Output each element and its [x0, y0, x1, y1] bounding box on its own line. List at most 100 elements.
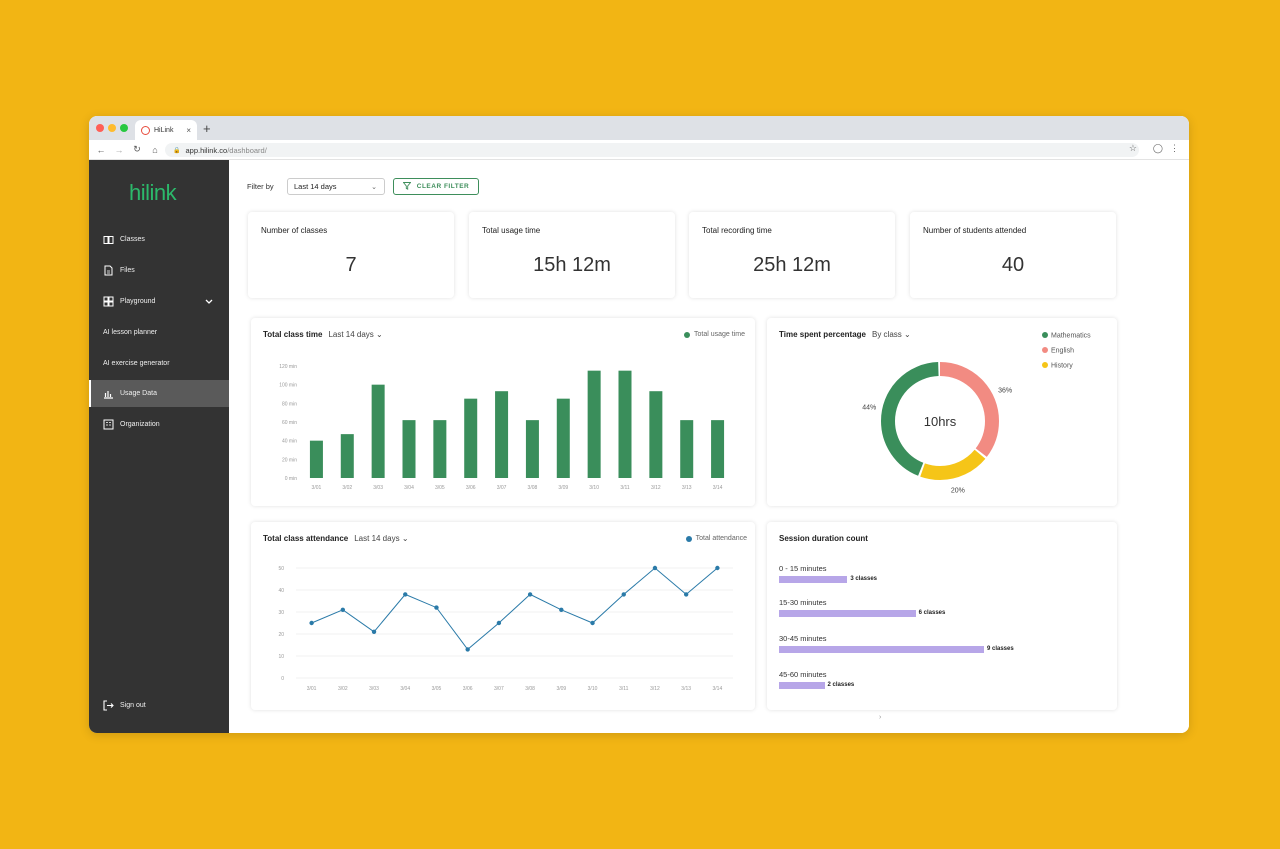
- tab-close-icon[interactable]: ×: [186, 125, 191, 135]
- kpi-card-classes: Number of classes 7: [248, 212, 454, 298]
- range-label: Last 14 days: [354, 534, 400, 543]
- chart-title: Time spent percentage: [779, 330, 866, 339]
- bar: [587, 370, 601, 478]
- time-spent-by-dropdown[interactable]: By class ⌄: [872, 330, 911, 339]
- kpi-title: Total recording time: [702, 226, 772, 235]
- sidebar-item-label: Usage Data: [120, 390, 157, 397]
- more-menu-icon[interactable]: ⋮: [1170, 143, 1179, 153]
- filter-label: Filter by: [247, 182, 274, 191]
- sidebar: hilink Classes Files Playground AI lesso…: [89, 160, 229, 733]
- sidebar-item-files[interactable]: Files: [89, 257, 229, 284]
- sidebar-item-label: AI lesson planner: [103, 329, 158, 336]
- y-tick-label: 20 min: [282, 457, 297, 463]
- profile-icon[interactable]: ◯: [1152, 143, 1163, 153]
- legend-label: Total attendance: [695, 535, 747, 542]
- bar: [433, 420, 447, 478]
- x-tick-label: 3/08: [528, 485, 538, 491]
- grid-icon: [103, 296, 114, 307]
- donut-slice: [881, 362, 999, 480]
- bar: [371, 384, 385, 478]
- sidebar-item-label: AI exercise generator: [103, 360, 170, 367]
- url-field[interactable]: 🔒 app.hilink.co/dashboard/: [165, 143, 1139, 157]
- bar: [649, 391, 663, 478]
- legend-label: History: [1051, 363, 1073, 370]
- new-tab-button[interactable]: +: [203, 121, 211, 136]
- bar: [525, 420, 539, 478]
- tab-title: HiLink: [154, 126, 174, 134]
- browser-tabbar: HiLink × +: [89, 116, 1189, 140]
- scroll-right-icon[interactable]: ›: [879, 714, 882, 721]
- attendance-range-dropdown[interactable]: Last 14 days ⌄: [354, 534, 409, 543]
- sidebar-item-ai-lesson-planner[interactable]: AI lesson planner: [89, 319, 229, 346]
- session-duration-card: Session duration count 0 - 15 minutes 3 c…: [767, 522, 1117, 710]
- sidebar-item-label: Organization: [120, 421, 160, 428]
- chevron-down-icon[interactable]: [205, 297, 213, 307]
- clear-filter-button[interactable]: CLEAR FILTER: [393, 178, 479, 195]
- x-tick-label: 3/11: [620, 485, 630, 491]
- main-content: Filter by Last 14 days ⌄ CLEAR FILTER Nu…: [229, 160, 1189, 733]
- x-tick-label: 3/05: [435, 485, 445, 491]
- x-tick-label: 3/08: [525, 686, 535, 692]
- class-time-range-dropdown[interactable]: Last 14 days ⌄: [328, 330, 383, 339]
- data-point: [652, 565, 658, 571]
- close-window-button[interactable]: [96, 124, 104, 132]
- minimize-window-button[interactable]: [108, 124, 116, 132]
- x-tick-label: 3/03: [373, 485, 383, 491]
- y-tick-label: 20: [278, 632, 284, 638]
- bar: [309, 440, 323, 478]
- x-tick-label: 3/09: [558, 485, 568, 491]
- x-tick-label: 3/04: [404, 485, 414, 491]
- legend-dot: [1042, 332, 1048, 338]
- y-tick-label: 100 min: [279, 383, 297, 389]
- x-tick-label: 3/10: [588, 686, 598, 692]
- back-icon[interactable]: ←: [96, 144, 106, 155]
- slice-label: 20%: [951, 488, 965, 495]
- data-point: [496, 620, 502, 626]
- sidebar-item-ai-exercise-generator[interactable]: AI exercise generator: [89, 350, 229, 377]
- series-line: [311, 567, 718, 651]
- data-point: [340, 607, 346, 612]
- sidebar-item-classes[interactable]: Classes: [89, 226, 229, 253]
- data-point: [371, 629, 377, 634]
- session-bar: [779, 576, 848, 583]
- kpi-card-recording-time: Total recording time 25h 12m: [689, 212, 895, 298]
- chart-title: Total class attendance: [263, 534, 349, 543]
- legend-label: Mathematics: [1051, 333, 1091, 340]
- session-bar: [779, 682, 825, 689]
- reload-icon[interactable]: ↻: [133, 144, 141, 154]
- y-tick-label: 30: [278, 610, 284, 616]
- class-time-bar-chart: 0 min 20 min 40 min 60 min 80 min 100 min 120 …: [279, 364, 725, 491]
- data-point: [715, 565, 720, 571]
- x-tick-label: 3/01: [312, 485, 322, 491]
- chevron-down-icon: ⌄: [371, 183, 377, 191]
- date-range-select[interactable]: Last 14 days ⌄: [287, 178, 385, 195]
- legend-dot: [1042, 347, 1048, 353]
- x-tick-label: 3/04: [400, 686, 410, 692]
- maximize-window-button[interactable]: [120, 124, 128, 132]
- bar: [556, 398, 570, 478]
- bar: [680, 420, 694, 478]
- session-bar-value: 9 classes: [987, 646, 1014, 652]
- clear-filter-label: CLEAR FILTER: [416, 183, 470, 190]
- y-tick-label: 0: [281, 676, 284, 682]
- org-icon: [103, 419, 114, 430]
- browser-tab[interactable]: HiLink ×: [135, 120, 197, 140]
- y-tick-label: 120 min: [279, 364, 297, 370]
- star-icon[interactable]: ☆: [1128, 143, 1137, 153]
- forward-icon[interactable]: →: [114, 144, 124, 155]
- x-tick-label: 3/02: [342, 485, 352, 491]
- hilink-logo[interactable]: hilink: [129, 180, 177, 205]
- data-point: [465, 647, 470, 652]
- sidebar-item-organization[interactable]: Organization: [89, 411, 229, 438]
- x-tick-label: 3/05: [432, 686, 442, 692]
- x-tick-label: 3/03: [369, 686, 379, 692]
- sign-out-button[interactable]: Sign out: [89, 692, 229, 719]
- home-icon[interactable]: ⌂: [152, 144, 158, 155]
- data-point: [527, 592, 533, 597]
- sidebar-item-playground[interactable]: Playground: [89, 288, 229, 315]
- session-row-label: 15-30 minutes: [779, 598, 827, 607]
- time-spent-donut-chart: 36% 20% 44% 10hrs Mathematics English History: [862, 332, 1091, 495]
- attendance-legend: Total attendance: [685, 535, 747, 542]
- sidebar-item-usage-data[interactable]: Usage Data: [89, 380, 229, 407]
- sidebar-item-label: Files: [120, 267, 135, 274]
